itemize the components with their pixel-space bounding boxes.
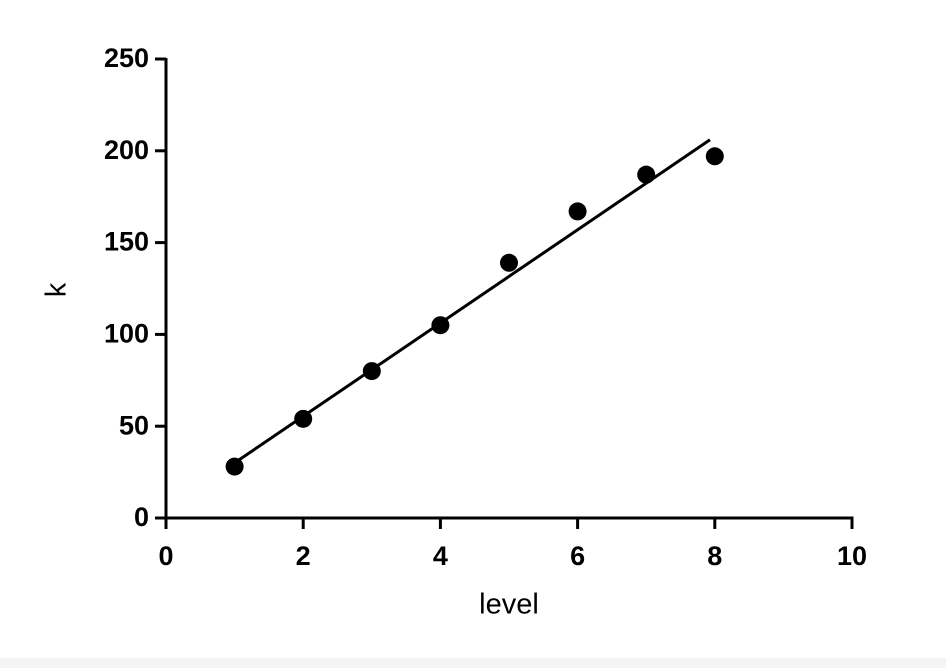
y-tick-label: 100 xyxy=(104,319,149,349)
point xyxy=(225,457,244,476)
point xyxy=(705,147,724,166)
x-axis-title: level xyxy=(479,589,539,621)
point xyxy=(500,253,518,272)
x-tick-label: 0 xyxy=(158,541,173,571)
point xyxy=(637,165,656,184)
point xyxy=(431,316,450,335)
point xyxy=(568,202,587,221)
x-tick-label: 10 xyxy=(837,541,867,571)
y-tick-label: 250 xyxy=(104,43,149,73)
point xyxy=(362,362,381,381)
y-tick-label: 50 xyxy=(119,410,149,440)
y-tick-label: 200 xyxy=(104,135,149,165)
bottom-strip xyxy=(0,658,946,668)
y-tick-label: 150 xyxy=(104,227,149,257)
x-tick-label: 6 xyxy=(570,541,585,571)
x-tick-label: 2 xyxy=(296,541,311,571)
y-tick-label: 0 xyxy=(134,502,149,532)
y-axis-title: k xyxy=(41,282,73,297)
x-tick-label: 4 xyxy=(433,541,448,571)
x-tick-label: 8 xyxy=(707,541,722,571)
point xyxy=(294,409,313,428)
fit-line xyxy=(233,138,711,465)
